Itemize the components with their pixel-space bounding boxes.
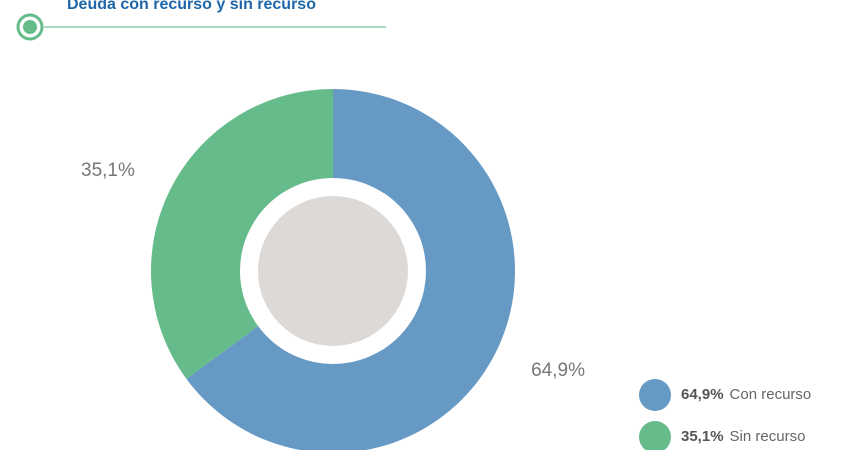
legend-swatch [639, 421, 671, 450]
legend-value: 64,9% [681, 386, 724, 403]
slice-label: 64,9% [531, 360, 585, 381]
legend-value: 35,1% [681, 428, 724, 445]
donut-center [258, 196, 408, 346]
header-icon-dot [23, 20, 37, 34]
slice-label: 35,1% [81, 160, 135, 181]
donut-slice [150, 89, 333, 379]
legend-name: Con recurso [730, 386, 812, 403]
legend-name: Sin recurso [730, 428, 806, 445]
chart-title: Deuda con recurso y sin recurso [67, 0, 316, 13]
legend-swatch [639, 379, 671, 411]
